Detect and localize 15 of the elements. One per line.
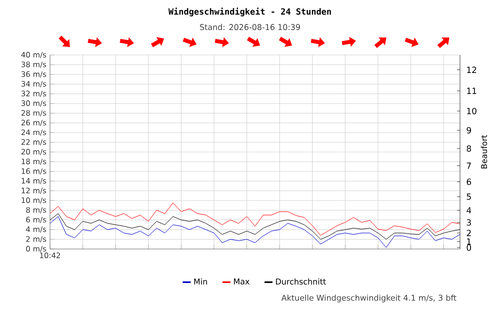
text: 2	[466, 230, 471, 236]
text: 3	[466, 219, 471, 226]
text: 1	[467, 238, 471, 245]
text: 6	[466, 178, 472, 186]
chart-title: Windgeschwindigkeit - 24 Stunden	[168, 8, 331, 16]
text: 9	[466, 127, 472, 134]
text: 11	[467, 88, 476, 94]
text: 12	[467, 66, 476, 73]
text: 8	[466, 145, 472, 152]
text: 7	[466, 162, 471, 169]
line-series	[50, 202, 460, 236]
text: 5	[466, 194, 471, 200]
text: 10	[467, 108, 476, 114]
text: 4	[466, 207, 472, 214]
text: 0	[466, 244, 472, 251]
